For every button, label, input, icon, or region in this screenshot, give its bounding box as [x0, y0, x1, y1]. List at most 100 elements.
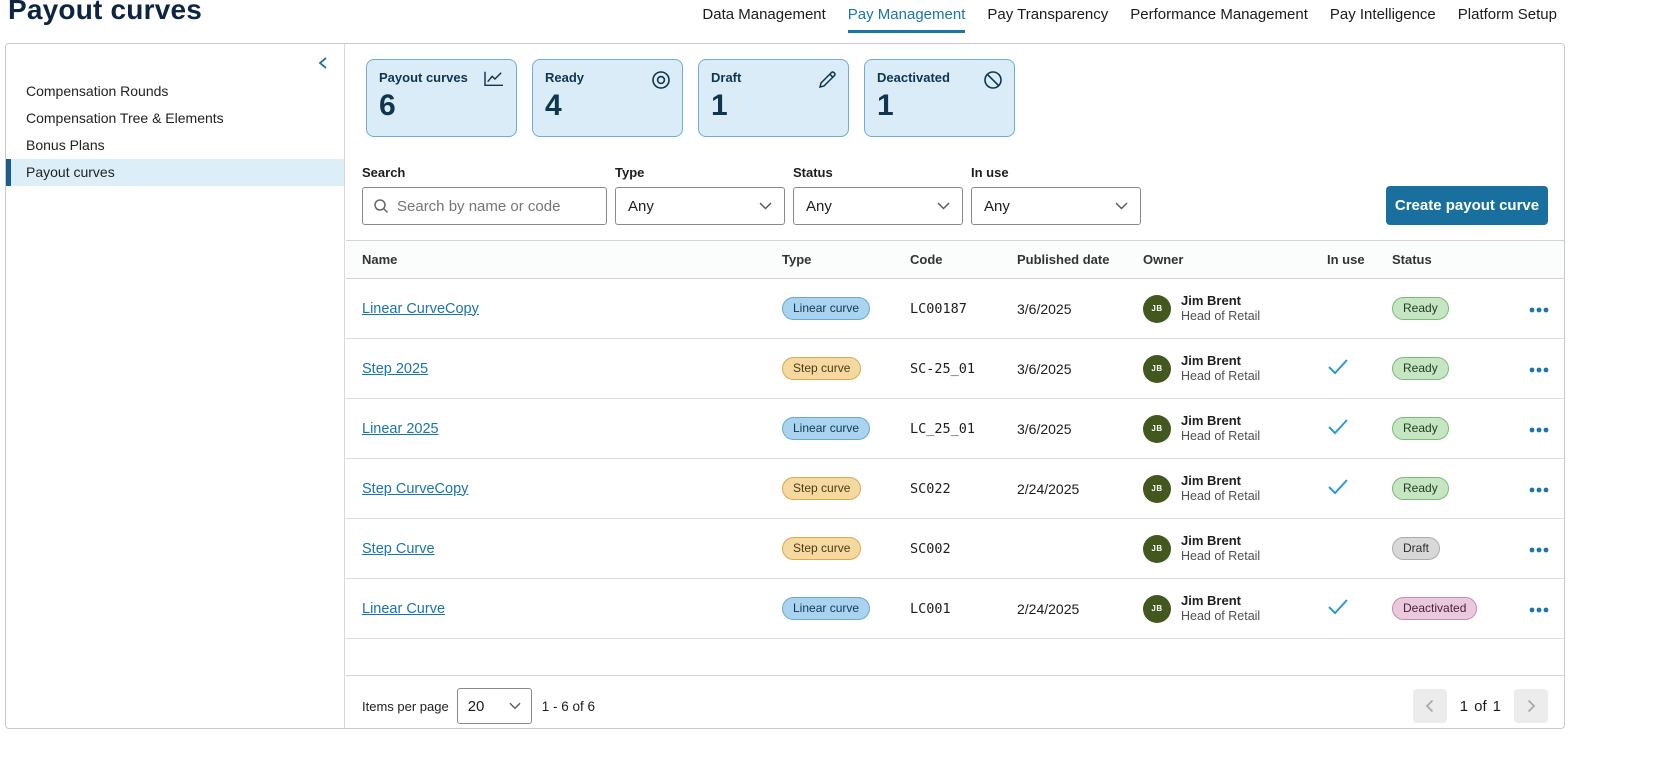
in-use-check-icon — [1327, 358, 1349, 375]
curve-code: LC001 — [910, 601, 1017, 617]
avatar: JB — [1143, 355, 1171, 383]
owner-name: Jim Brent — [1181, 413, 1260, 429]
curve-name-link[interactable]: Linear CurveCopy — [362, 301, 479, 317]
total-pages: 1 — [1493, 698, 1501, 715]
curve-code: LC_25_01 — [910, 421, 1017, 437]
create-payout-curve-button[interactable]: Create payout curve — [1386, 186, 1548, 225]
pencil-icon — [817, 70, 837, 90]
type-filter-value: Any — [628, 198, 654, 215]
row-actions-menu[interactable] — [1529, 607, 1549, 613]
row-actions-menu[interactable] — [1529, 367, 1549, 373]
status-badge: Ready — [1392, 477, 1449, 500]
card-value: 1 — [877, 91, 1002, 121]
row-actions-menu[interactable] — [1529, 307, 1549, 313]
type-filter-label: Type — [615, 165, 785, 180]
curve-name-link[interactable]: Step Curve — [362, 541, 435, 557]
owner-name: Jim Brent — [1181, 533, 1260, 549]
items-per-page-select[interactable]: 20 — [457, 688, 532, 724]
status-badge: Ready — [1392, 357, 1449, 380]
card-deactivated[interactable]: Deactivated 1 — [864, 59, 1015, 137]
owner-name: Jim Brent — [1181, 353, 1260, 369]
in-use-filter-value: Any — [984, 198, 1010, 215]
curve-name-link[interactable]: Linear 2025 — [362, 421, 439, 437]
card-payout-curves[interactable]: Payout curves 6 — [366, 59, 517, 137]
table-row: Step Curve Step curve SC002 JB Jim Brent… — [346, 519, 1564, 579]
status-badge: Draft — [1392, 537, 1440, 560]
next-page-button[interactable] — [1514, 689, 1548, 723]
nav-performance-management[interactable]: Performance Management — [1130, 6, 1308, 33]
in-use-filter-select[interactable]: Any — [971, 187, 1141, 225]
table-row: Linear Curve Linear curve LC001 2/24/202… — [346, 579, 1564, 639]
avatar: JB — [1143, 475, 1171, 503]
card-value: 6 — [379, 91, 504, 121]
published-date: 3/6/2025 — [1017, 301, 1143, 317]
row-actions-menu[interactable] — [1529, 427, 1549, 433]
search-icon — [373, 198, 389, 214]
table-empty-space — [346, 639, 1564, 676]
avatar: JB — [1143, 295, 1171, 323]
type-badge: Step curve — [782, 537, 861, 560]
owner-title: Head of Retail — [1181, 369, 1260, 384]
row-actions-menu[interactable] — [1529, 547, 1549, 553]
published-date: 2/24/2025 — [1017, 481, 1143, 497]
nav-pay-intelligence[interactable]: Pay Intelligence — [1330, 6, 1436, 33]
payout-curves-table: Name Type Code Published date Owner In u… — [346, 240, 1564, 676]
curve-name-link[interactable]: Step 2025 — [362, 361, 428, 377]
curve-code: SC-25_01 — [910, 361, 1017, 377]
items-per-page-value: 20 — [468, 698, 485, 715]
search-input[interactable] — [397, 198, 596, 215]
owner-name: Jim Brent — [1181, 293, 1260, 309]
search-box — [362, 187, 607, 225]
nav-data-management[interactable]: Data Management — [702, 6, 825, 33]
line-chart-icon — [483, 70, 505, 88]
eye-icon — [651, 70, 671, 90]
sidebar-item-bonus-plans[interactable]: Bonus Plans — [6, 132, 344, 159]
curve-code: SC002 — [910, 541, 1017, 557]
table-row: Step CurveCopy Step curve SC022 2/24/202… — [346, 459, 1564, 519]
in-use-check-icon — [1327, 598, 1349, 615]
filter-bar: Search Type Any Status Any — [346, 137, 1564, 225]
col-owner: Owner — [1143, 252, 1327, 267]
curve-code: LC00187 — [910, 301, 1017, 317]
nav-pay-management[interactable]: Pay Management — [848, 6, 966, 33]
card-ready[interactable]: Ready 4 — [532, 59, 683, 137]
nav-pay-transparency[interactable]: Pay Transparency — [987, 6, 1108, 33]
row-actions-menu[interactable] — [1529, 487, 1549, 493]
of-label: of — [1474, 698, 1487, 715]
content: Payout curves 6 Ready 4 Draft 1 — [346, 44, 1564, 728]
type-badge: Linear curve — [782, 417, 870, 440]
prev-page-button[interactable] — [1413, 689, 1447, 723]
status-badge: Deactivated — [1392, 597, 1477, 620]
card-draft[interactable]: Draft 1 — [698, 59, 849, 137]
chevron-down-icon — [1115, 202, 1128, 210]
card-value: 1 — [711, 91, 836, 121]
items-per-page-label: Items per page — [362, 699, 449, 714]
chevron-down-icon — [937, 202, 950, 210]
summary-cards: Payout curves 6 Ready 4 Draft 1 — [346, 44, 1564, 137]
pagination-bar: Items per page 20 1 - 6 of 6 1 of 1 — [346, 676, 1564, 728]
sidebar-collapse-button[interactable] — [312, 52, 334, 74]
published-date: 3/6/2025 — [1017, 361, 1143, 377]
col-published-date: Published date — [1017, 252, 1143, 267]
curve-code: SC022 — [910, 481, 1017, 497]
col-name: Name — [362, 252, 782, 267]
type-filter-select[interactable]: Any — [615, 187, 785, 225]
col-status: Status — [1392, 252, 1529, 267]
sidebar-item-compensation-rounds[interactable]: Compensation Rounds — [6, 78, 344, 105]
owner-name: Jim Brent — [1181, 473, 1260, 489]
owner-name: Jim Brent — [1181, 593, 1260, 609]
curve-name-link[interactable]: Step CurveCopy — [362, 481, 468, 497]
sidebar-item-payout-curves[interactable]: Payout curves — [6, 159, 344, 186]
chevron-left-icon — [1425, 699, 1434, 713]
owner-title: Head of Retail — [1181, 309, 1260, 324]
status-badge: Ready — [1392, 297, 1449, 320]
col-type: Type — [782, 252, 910, 267]
nav-platform-setup[interactable]: Platform Setup — [1458, 6, 1557, 33]
sidebar-item-compensation-tree[interactable]: Compensation Tree & Elements — [6, 105, 344, 132]
col-in-use: In use — [1327, 252, 1392, 267]
table-header: Name Type Code Published date Owner In u… — [346, 240, 1564, 279]
search-label: Search — [362, 165, 607, 180]
status-filter-select[interactable]: Any — [793, 187, 963, 225]
ban-icon — [983, 70, 1003, 90]
curve-name-link[interactable]: Linear Curve — [362, 601, 445, 617]
